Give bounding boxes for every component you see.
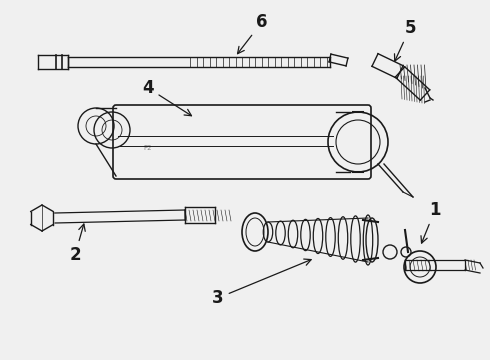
Text: 2: 2: [69, 224, 85, 264]
Text: 6: 6: [238, 13, 268, 54]
Text: 4: 4: [142, 79, 192, 116]
Text: P2: P2: [143, 145, 151, 151]
Text: 5: 5: [394, 19, 416, 61]
Text: 3: 3: [212, 259, 311, 307]
Text: 1: 1: [421, 201, 441, 243]
